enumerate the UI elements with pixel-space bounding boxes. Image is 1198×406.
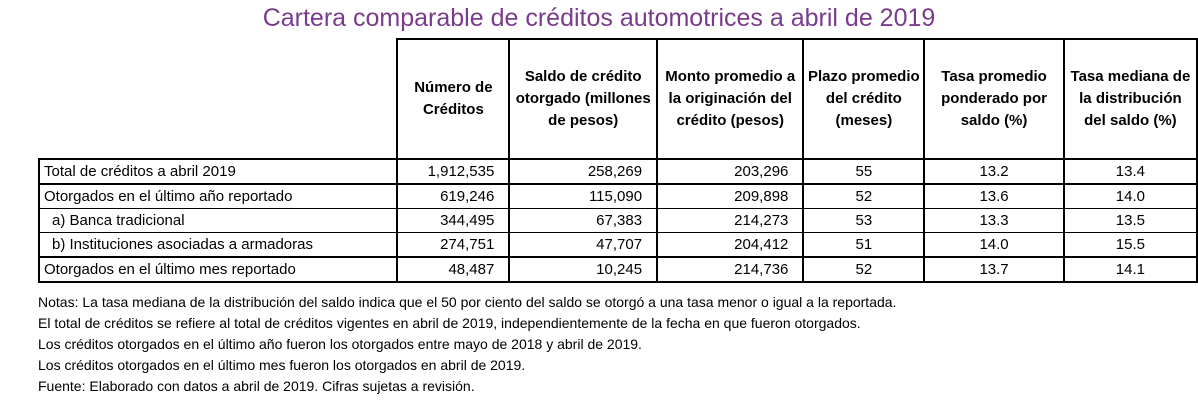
cell-value: 13.2: [923, 159, 1065, 185]
cell-value: 48,487: [396, 257, 511, 283]
column-header: [39, 39, 398, 160]
cell-value: 52: [802, 184, 926, 209]
column-header: Plazo promedio del crédito (meses): [802, 38, 926, 160]
column-header: Número de Créditos: [396, 38, 511, 160]
cell-value: 274,751: [396, 232, 511, 258]
cell-value: 203,296: [656, 159, 805, 185]
cell-value: 13.5: [1062, 208, 1198, 233]
cell-value: 344,495: [396, 208, 511, 233]
table-row: b) Instituciones asociadas a armadoras 27…: [37, 232, 1198, 258]
cell-value: 52: [802, 257, 926, 283]
cell-value: 14.1: [1062, 257, 1198, 283]
cell-value: 13.7: [923, 257, 1065, 283]
row-label: Otorgados en el último mes reportado: [37, 257, 399, 283]
column-header: Tasa promedio ponderado por saldo (%): [923, 38, 1065, 160]
column-header: Saldo de crédito otorgado (millones de p…: [508, 38, 659, 160]
row-label: Total de créditos a abril 2019: [37, 159, 399, 185]
header-row: Número de Créditos Saldo de crédito otorg…: [39, 38, 1198, 160]
cell-value: 13.3: [923, 208, 1065, 233]
note-line: El total de créditos se refiere al total…: [38, 315, 861, 331]
note-line: Notas: La tasa mediana de la distribució…: [38, 294, 897, 310]
column-header: Monto promedio a la originación del créd…: [656, 38, 805, 160]
table-row: a) Banca tradicional 344,495 67,383 214,273…: [37, 208, 1198, 233]
cell-value: 14.0: [923, 232, 1065, 258]
cell-value: 47,707: [508, 232, 659, 258]
cell-value: 258,269: [508, 159, 659, 185]
note-line: Los créditos otorgados en el último mes …: [38, 357, 526, 373]
table-row: Otorgados en el último mes reportado 48,4…: [37, 257, 1198, 283]
cell-value: 214,273: [656, 208, 805, 233]
cell-value: 53: [802, 208, 926, 233]
cell-value: 13.4: [1062, 159, 1198, 185]
table-title: Cartera comparable de créditos automotri…: [262, 4, 936, 32]
cell-value: 10,245: [508, 257, 659, 283]
row-label: b) Instituciones asociadas a armadoras: [37, 232, 399, 258]
cell-value: 1,912,535: [396, 159, 511, 185]
cell-value: 209,898: [656, 184, 805, 209]
notes: Notas: La tasa mediana de la distribució…: [38, 292, 896, 397]
cell-value: 619,246: [396, 184, 511, 209]
cell-value: 115,090: [508, 184, 659, 209]
cell-value: 15.5: [1062, 232, 1198, 258]
note-line: Fuente: Elaborado con datos a abril de 2…: [38, 378, 475, 394]
cell-value: 55: [802, 159, 926, 185]
column-header: Tasa mediana de la distribución del sald…: [1062, 38, 1198, 160]
cell-value: 51: [802, 232, 926, 258]
row-label: Otorgados en el último año reportado: [37, 184, 399, 209]
note-line: Los créditos otorgados en el último año …: [38, 336, 642, 352]
cell-value: 67,383: [508, 208, 659, 233]
cell-value: 14.0: [1062, 184, 1198, 209]
cell-value: 214,736: [656, 257, 805, 283]
table-row: Total de créditos a abril 2019 1,912,535 2…: [37, 159, 1198, 185]
table-row: Otorgados en el último año reportado 619,…: [37, 184, 1198, 209]
credit-table: Número de Créditos Saldo de crédito otorg…: [37, 38, 1198, 283]
row-label: a) Banca tradicional: [37, 208, 399, 233]
cell-value: 13.6: [923, 184, 1065, 209]
cell-value: 204,412: [656, 232, 805, 258]
